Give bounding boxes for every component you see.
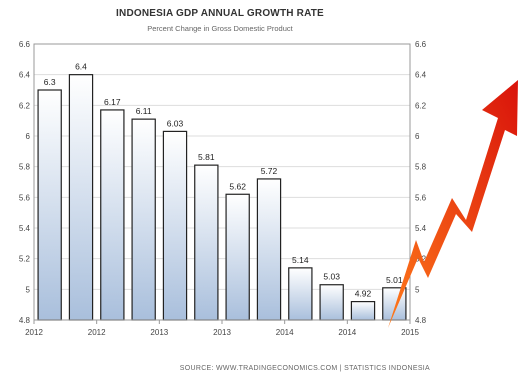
bar xyxy=(162,130,188,321)
data-label: 6.17 xyxy=(104,97,121,107)
data-label: 5.62 xyxy=(229,181,246,191)
bar xyxy=(225,193,250,321)
data-label: 4.92 xyxy=(355,289,372,299)
bar xyxy=(350,301,376,321)
y-tick-label-left: 6.4 xyxy=(19,71,31,80)
y-tick-label-right: 5.4 xyxy=(415,224,427,233)
chart-title: INDONESIA GDP ANNUAL GROWTH RATE xyxy=(116,8,324,19)
bar xyxy=(319,284,344,321)
y-tick-label-right: 5.8 xyxy=(415,163,427,172)
data-label: 5.81 xyxy=(198,152,215,162)
y-tick-label-right: 5 xyxy=(415,285,420,294)
x-tick-label: 2014 xyxy=(338,328,356,337)
x-tick-label: 2013 xyxy=(150,328,168,337)
data-label: 5.01 xyxy=(386,275,403,285)
y-tick-label-left: 4.8 xyxy=(19,316,31,325)
y-tick-label-left: 6.6 xyxy=(19,40,31,49)
bar xyxy=(68,74,94,321)
red-trend-arrow-icon xyxy=(388,80,518,328)
x-tick-label: 2015 xyxy=(401,328,419,337)
y-tick-label-left: 5.6 xyxy=(19,193,31,202)
y-tick-label-left: 5 xyxy=(26,285,31,294)
y-tick-label-left: 6.2 xyxy=(19,101,31,110)
source-note: SOURCE: WWW.TRADINGECONOMICS.COM | STATI… xyxy=(179,365,430,372)
y-tick-label-left: 6 xyxy=(26,132,31,141)
bar xyxy=(37,89,62,321)
data-label: 6.4 xyxy=(75,62,87,72)
x-tick-label: 2013 xyxy=(213,328,231,337)
x-tick-label: 2012 xyxy=(88,328,106,337)
bars xyxy=(37,74,407,321)
y-tick-label-left: 5.8 xyxy=(19,163,31,172)
bar xyxy=(131,118,156,321)
data-label: 6.3 xyxy=(44,77,56,87)
x-tick-label: 2012 xyxy=(25,328,43,337)
data-label: 5.72 xyxy=(261,166,278,176)
bar xyxy=(256,178,282,321)
y-tick-label-right: 6.2 xyxy=(415,101,427,110)
y-tick-label-right: 6 xyxy=(415,132,420,141)
data-label: 6.11 xyxy=(136,106,152,116)
data-label: 5.03 xyxy=(323,272,340,282)
y-tick-label-left: 5.2 xyxy=(19,255,31,264)
bar xyxy=(288,267,313,321)
x-tick-label: 2014 xyxy=(276,328,294,337)
chart-subtitle: Percent Change in Gross Domestic Product xyxy=(147,24,293,33)
y-tick-label-right: 4.8 xyxy=(415,316,427,325)
axes: 4.84.8555.25.25.45.45.65.65.85.8666.26.2… xyxy=(19,40,427,337)
y-tick-label-right: 6.6 xyxy=(415,40,427,49)
y-tick-label-right: 5.6 xyxy=(415,193,427,202)
data-label: 6.03 xyxy=(167,118,184,128)
bar xyxy=(100,109,125,321)
bar xyxy=(194,164,219,321)
y-tick-label-left: 5.4 xyxy=(19,224,31,233)
data-label: 5.14 xyxy=(292,255,309,265)
y-tick-label-right: 6.4 xyxy=(415,71,427,80)
data-labels: 6.3 6.4 6.17 6.11 6.03 5.81 5.62 5.72 5.14 5.03 4.… xyxy=(44,62,403,299)
